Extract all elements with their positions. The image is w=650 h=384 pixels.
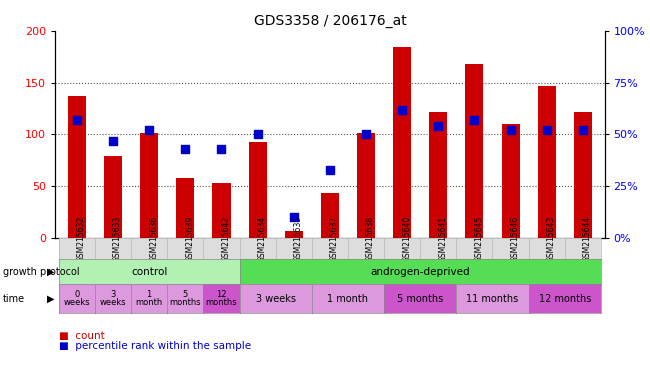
Text: GSM215632: GSM215632	[77, 216, 86, 262]
Point	[144, 127, 155, 133]
Text: 5 months: 5 months	[397, 293, 443, 304]
Bar	[176, 178, 194, 238]
Text: ■  count: ■ count	[59, 331, 105, 341]
Text: GSM215646: GSM215646	[510, 216, 519, 262]
Bar	[140, 133, 158, 238]
Point	[108, 137, 118, 144]
Text: 1 month: 1 month	[328, 293, 369, 304]
Bar	[357, 133, 375, 238]
Bar	[502, 124, 519, 238]
Text: GSM215641: GSM215641	[438, 216, 447, 262]
Point	[469, 117, 480, 123]
Text: 12
months: 12 months	[205, 290, 237, 307]
Text: control: control	[131, 266, 168, 277]
Bar	[285, 231, 303, 238]
Text: GSM215643: GSM215643	[547, 216, 556, 262]
Bar	[538, 86, 556, 238]
Point	[216, 146, 227, 152]
Bar	[393, 47, 411, 238]
Bar	[465, 64, 484, 238]
Text: GSM215645: GSM215645	[474, 216, 484, 262]
Point	[180, 146, 190, 152]
Text: GSM215635: GSM215635	[294, 216, 303, 262]
Text: growth protocol: growth protocol	[3, 266, 80, 277]
Text: GSM215638: GSM215638	[366, 216, 375, 262]
Text: GSM215644: GSM215644	[583, 216, 592, 262]
Bar	[574, 112, 592, 238]
Point	[72, 117, 82, 123]
Text: 5
months: 5 months	[170, 290, 201, 307]
Point	[324, 167, 335, 173]
Text: GSM215636: GSM215636	[150, 216, 158, 262]
Text: GSM215640: GSM215640	[402, 216, 411, 262]
Text: GSM215634: GSM215634	[257, 216, 266, 262]
Text: 3
weeks: 3 weeks	[99, 290, 126, 307]
Point	[289, 214, 299, 220]
Point	[361, 131, 371, 137]
Text: GSM215633: GSM215633	[113, 216, 122, 262]
Title: GDS3358 / 206176_at: GDS3358 / 206176_at	[254, 14, 406, 28]
Bar	[213, 183, 231, 238]
Bar	[248, 142, 266, 238]
Bar	[429, 112, 447, 238]
Text: GSM215642: GSM215642	[222, 216, 231, 262]
Point	[433, 123, 443, 129]
Bar	[321, 194, 339, 238]
Text: 1
month: 1 month	[136, 290, 163, 307]
Bar	[68, 96, 86, 238]
Point	[541, 127, 552, 133]
Point	[397, 106, 408, 113]
Text: 0
weeks: 0 weeks	[64, 290, 90, 307]
Text: androgen-deprived: androgen-deprived	[370, 266, 470, 277]
Point	[505, 127, 515, 133]
Point	[578, 127, 588, 133]
Text: ■  percentile rank within the sample: ■ percentile rank within the sample	[59, 341, 251, 351]
Text: ▶: ▶	[47, 293, 55, 304]
Text: GSM215639: GSM215639	[185, 216, 194, 262]
Text: time: time	[3, 293, 25, 304]
Text: 3 weeks: 3 weeks	[255, 293, 296, 304]
Bar	[104, 156, 122, 238]
Text: ▶: ▶	[47, 266, 55, 277]
Text: GSM215637: GSM215637	[330, 216, 339, 262]
Text: 12 months: 12 months	[539, 293, 591, 304]
Text: 11 months: 11 months	[466, 293, 519, 304]
Point	[252, 131, 263, 137]
